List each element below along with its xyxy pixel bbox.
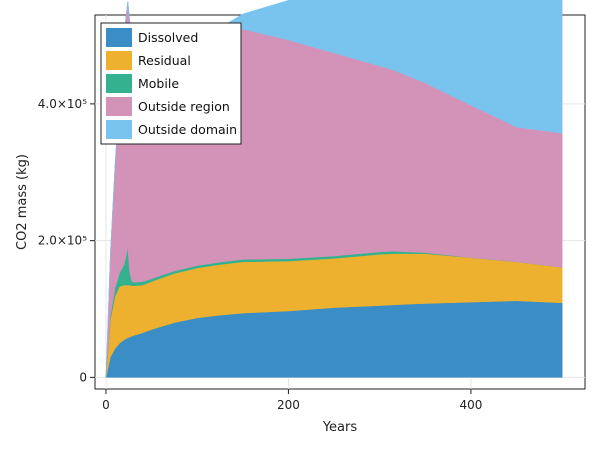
legend-label-outside-region: Outside region bbox=[138, 99, 230, 114]
legend-swatch-dissolved bbox=[106, 28, 132, 47]
legend-swatch-outside-domain bbox=[106, 120, 132, 139]
y-tick-label: 0 bbox=[79, 370, 87, 384]
legend-label-dissolved: Dissolved bbox=[138, 30, 198, 45]
legend-swatch-residual bbox=[106, 51, 132, 70]
x-tick-label: 200 bbox=[277, 398, 300, 412]
legend-swatch-outside-region bbox=[106, 97, 132, 116]
x-tick-label: 400 bbox=[459, 398, 482, 412]
legend-swatch-mobile bbox=[106, 74, 132, 93]
axis-ticks: 0 200 400 0 2.0×10⁵ 4.0×10⁵ bbox=[38, 97, 483, 412]
legend-label-outside-domain: Outside domain bbox=[138, 122, 237, 137]
y-axis-label: CO2 mass (kg) bbox=[15, 154, 30, 250]
x-tick-label: 0 bbox=[102, 398, 110, 412]
legend-label-mobile: Mobile bbox=[138, 76, 179, 91]
legend: Dissolved Residual Mobile Outside region Out… bbox=[100, 22, 242, 145]
legend-label-residual: Residual bbox=[138, 53, 191, 68]
y-tick-label: 2.0×10⁵ bbox=[38, 234, 87, 248]
x-axis-label: Years bbox=[322, 420, 358, 435]
y-tick-label: 4.0×10⁵ bbox=[38, 97, 87, 111]
